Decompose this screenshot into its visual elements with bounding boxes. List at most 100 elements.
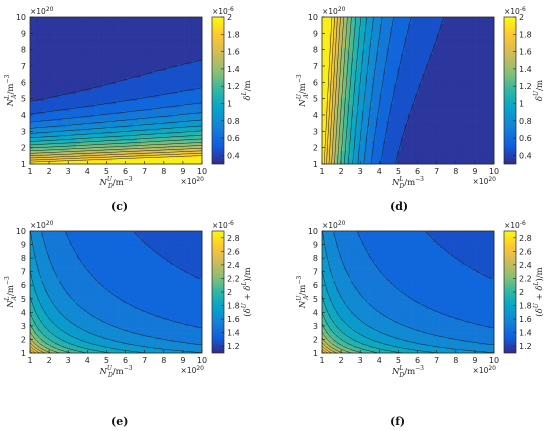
contour-cell (69, 50, 74, 55)
contour-cell (408, 60, 412, 65)
contour-cell (386, 127, 391, 131)
contour-cell (325, 37, 330, 41)
contour-cell (379, 110, 384, 115)
contour-cell (368, 77, 373, 81)
contour-cell (440, 147, 445, 151)
contour-cell (408, 53, 412, 58)
contour-cell (350, 77, 355, 81)
contour-cell (400, 140, 405, 145)
contour-cell (375, 57, 380, 61)
contour-cell (458, 50, 463, 55)
contour-cell (386, 23, 391, 28)
contour-cell (105, 53, 110, 58)
contour-cell (415, 93, 420, 98)
contour-cell (198, 107, 203, 111)
contour-cell (191, 140, 196, 145)
contour-cell (155, 40, 160, 45)
contour-cell (166, 117, 171, 121)
contour-cell (490, 147, 495, 151)
contour-cell (490, 160, 495, 165)
contour-cell (483, 17, 488, 21)
contour-cell (461, 77, 466, 81)
contour-cell (141, 70, 146, 75)
contour-cell (148, 160, 153, 165)
contour-cell (116, 73, 120, 78)
contour-cell (476, 140, 481, 145)
contour-cell (51, 261, 56, 265)
contour-cell (30, 137, 34, 141)
contour-cell (322, 117, 326, 121)
contour-cell (461, 137, 466, 141)
contour-cell (336, 77, 341, 81)
contour-cell (69, 140, 74, 145)
contour-cell (325, 150, 330, 155)
contour-cell (322, 30, 326, 35)
contour-cell (336, 133, 341, 138)
contour-cell (108, 153, 113, 158)
contour-cell (62, 255, 67, 260)
colorbar-label: δU/m (533, 80, 545, 101)
contour-cell (47, 47, 52, 51)
contour-cell (47, 43, 52, 48)
contour-cell (141, 137, 146, 141)
contour-cell (357, 37, 362, 41)
contour-cell (443, 117, 448, 121)
contour-cell (483, 80, 488, 85)
contour-cell (98, 37, 103, 41)
contour-cell (361, 110, 366, 115)
contour-cell (112, 123, 117, 128)
contour-cell (40, 289, 45, 293)
contour-cell (425, 130, 430, 135)
contour-cell (47, 73, 52, 78)
contour-cell (354, 80, 359, 85)
contour-cell (347, 60, 352, 65)
contour-cell (465, 43, 470, 48)
contour-cell (472, 57, 477, 61)
contour-cell (47, 297, 52, 301)
contour-cell (116, 77, 120, 81)
contour-cell (40, 278, 45, 282)
contour-cell (339, 23, 344, 28)
contour-cell (105, 160, 110, 165)
contour-cell (65, 37, 70, 41)
contour-cell (343, 137, 348, 141)
x-tick-label: 1 (319, 167, 324, 176)
contour-cell (119, 140, 124, 145)
contour-cell (354, 117, 359, 121)
contour-cell (112, 77, 117, 81)
contour-cell (187, 97, 192, 101)
contour-line (29, 155, 203, 163)
contour-cell (479, 113, 484, 118)
contour-cell (350, 70, 355, 75)
contour-cell (65, 97, 70, 101)
contour-cell (198, 60, 203, 65)
contour-cell (76, 344, 81, 348)
contour-cell (73, 30, 77, 35)
contour-cell (55, 311, 60, 315)
contour-cell (130, 67, 135, 71)
contour-cell (415, 73, 420, 78)
contour-cell (184, 67, 189, 71)
contour-cell (187, 73, 192, 78)
contour-cell (33, 250, 38, 254)
contour-cell (105, 103, 110, 108)
contour-cell (415, 70, 420, 75)
contour-cell (350, 57, 355, 61)
contour-cell (411, 67, 416, 71)
contour-cell (162, 123, 167, 128)
contour-cell (44, 305, 49, 309)
contour-cell (325, 70, 330, 75)
contour-cell (40, 150, 45, 155)
contour-cell (47, 261, 52, 265)
x-tick-label: 7 (434, 167, 439, 176)
colorbar-label: δL/m (241, 80, 253, 100)
contour-cell (184, 123, 189, 128)
contour-cell (40, 239, 45, 243)
contour-cell (386, 90, 391, 95)
contour-cell (55, 20, 60, 25)
contour-cell (479, 80, 484, 85)
contour-cell (90, 153, 95, 158)
contour-cell (332, 103, 337, 108)
contour-cell (55, 280, 60, 285)
contour-cell (187, 103, 192, 108)
